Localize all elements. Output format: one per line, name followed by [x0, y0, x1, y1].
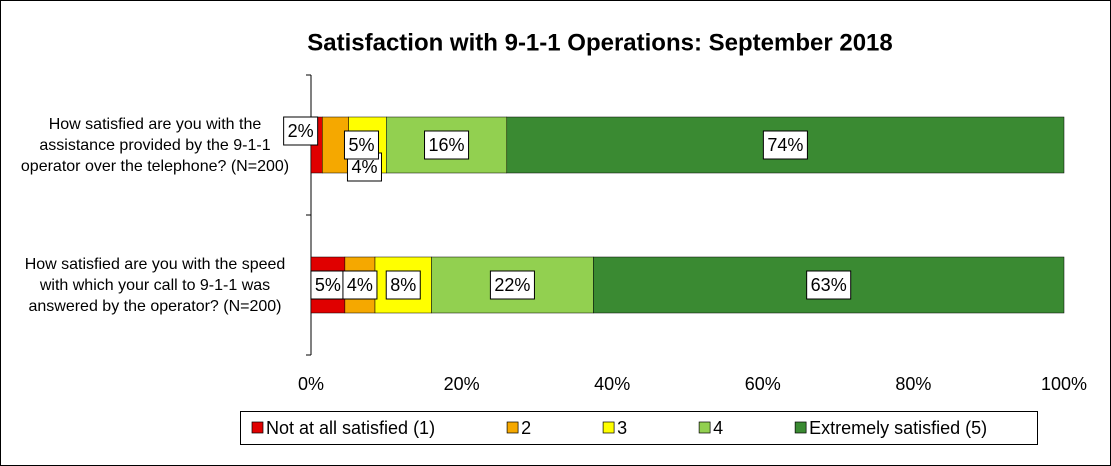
data-label: 63%: [811, 275, 847, 295]
data-label: 8%: [390, 275, 416, 295]
legend-box: [240, 411, 1038, 445]
data-label-box: [762, 130, 808, 160]
data-label: 5%: [348, 135, 374, 155]
legend-swatch: [506, 421, 519, 434]
x-tick-label: 60%: [745, 374, 781, 394]
x-tick-label: 80%: [895, 374, 931, 394]
x-tick-label: 20%: [444, 374, 480, 394]
legend-swatch: [698, 421, 711, 434]
data-label-box: [806, 270, 852, 300]
legend-label: 3: [617, 418, 627, 438]
data-label: 4%: [351, 157, 377, 177]
data-label: 4%: [347, 275, 373, 295]
x-tick-label: 40%: [594, 374, 630, 394]
legend-swatch: [794, 421, 807, 434]
data-label: 2%: [288, 121, 314, 141]
legend-label: Extremely satisfied (5): [809, 418, 987, 438]
data-label: 16%: [429, 135, 465, 155]
legend-label: 4: [713, 418, 723, 438]
legend-swatch: [251, 421, 264, 434]
data-label-box: [343, 130, 379, 160]
y-tick-label: How satisfied are you with the speed wit…: [24, 255, 286, 315]
data-label-box: [283, 116, 319, 146]
legend-label: 2: [521, 418, 531, 438]
data-label: 22%: [494, 275, 530, 295]
x-tick-label: 100%: [1041, 374, 1087, 394]
x-tick-label: 0%: [298, 374, 324, 394]
legend-swatch: [602, 421, 615, 434]
y-tick-label: How satisfied are you with the assistanc…: [20, 115, 290, 175]
data-label-box: [310, 270, 346, 300]
chart-title: Satisfaction with 9-1-1 Operations: Sept…: [307, 29, 893, 56]
data-label: 5%: [315, 275, 341, 295]
legend-label: Not at all satisfied (1): [266, 418, 435, 438]
data-label-box: [342, 270, 378, 300]
data-label-box: [489, 270, 535, 300]
data-label-box: [424, 130, 470, 160]
data-label: 74%: [767, 135, 803, 155]
data-label-box: [385, 270, 421, 300]
